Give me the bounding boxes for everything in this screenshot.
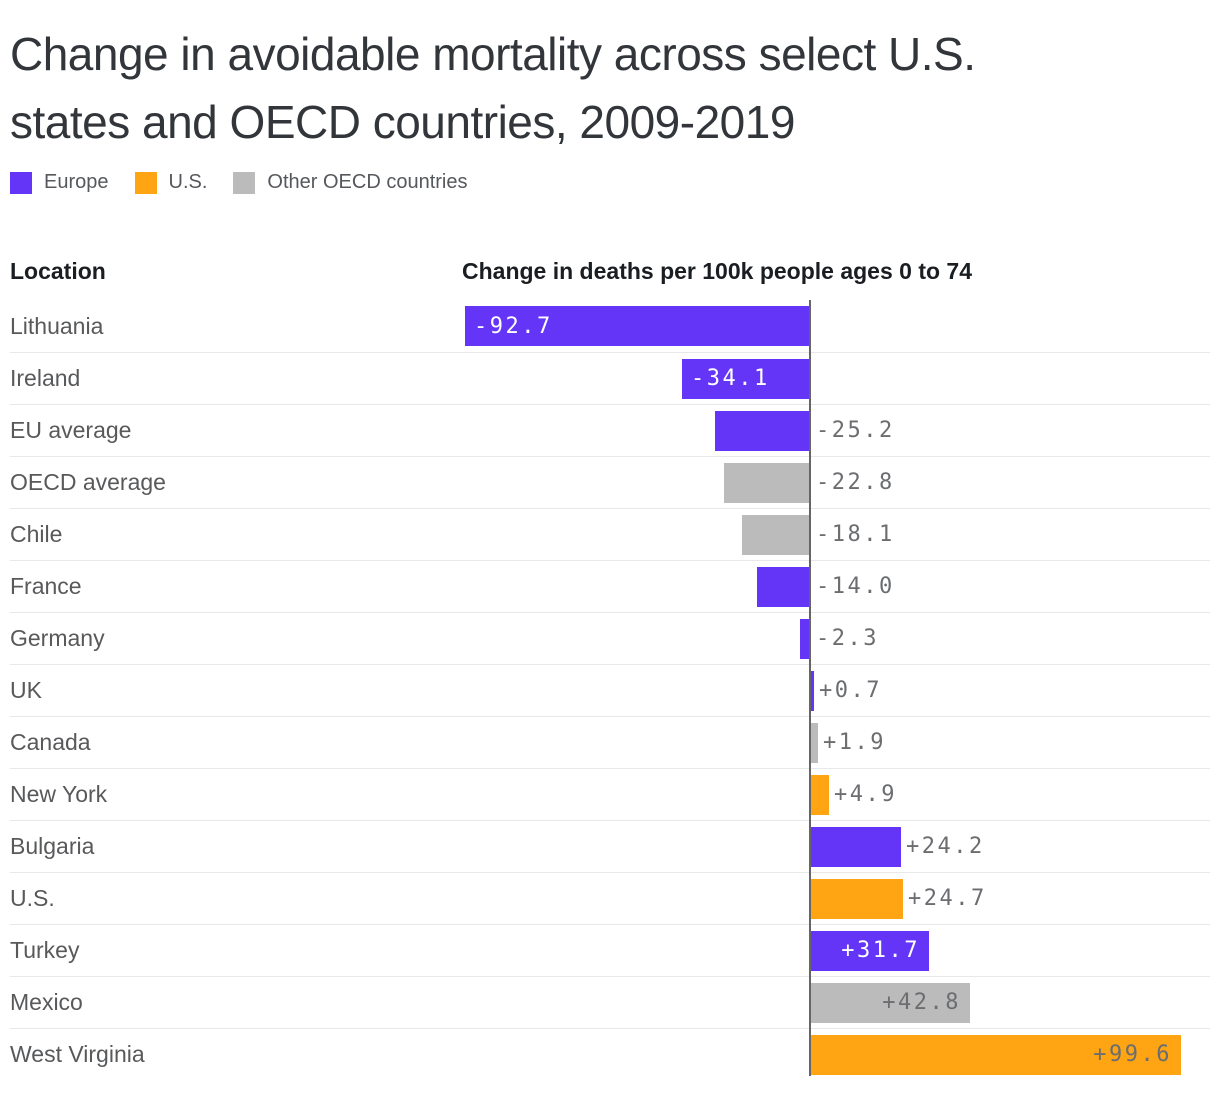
row-label: Chile [10, 521, 63, 547]
legend-label: U.S. [168, 171, 208, 193]
table-row: UK +0.7 [10, 664, 1210, 716]
bar-chart: Lithuania -92.7 Ireland -34.1 EU average -25.… [10, 300, 1210, 1080]
bar-value-label: -25.2 [816, 418, 895, 443]
row-label: U.S. [10, 885, 55, 911]
legend-item-europe: Europe [10, 171, 109, 194]
table-row: Mexico +42.8 [10, 976, 1210, 1028]
europe-swatch-icon [10, 171, 32, 194]
bar [724, 463, 809, 503]
page-title-line-2: states and OECD countries, 2009-2019 [10, 96, 795, 148]
column-headers: Location Change in deaths per 100k peopl… [0, 258, 1220, 284]
bar-value-label: -14.0 [816, 574, 895, 599]
table-row: OECD average -22.8 [10, 456, 1210, 508]
other-oecd-swatch-icon [233, 171, 256, 194]
row-label: Turkey [10, 937, 80, 963]
row-label: Canada [10, 729, 91, 755]
table-row: U.S. +24.7 [10, 872, 1210, 924]
table-row: Chile -18.1 [10, 508, 1210, 560]
bar [811, 879, 903, 919]
bar [757, 567, 809, 607]
bar [682, 359, 809, 399]
bar-value-label: +0.7 [819, 678, 882, 703]
bar-value-label: +24.2 [906, 834, 985, 859]
legend: Europe U.S. Other OECD countries [10, 171, 1210, 194]
zero-axis-line [809, 300, 811, 1076]
bar [811, 723, 818, 763]
bar-value-label: -22.8 [816, 470, 895, 495]
bar-value-label: -34.1 [691, 366, 770, 391]
bar [811, 671, 814, 711]
row-label: EU average [10, 417, 132, 443]
bar-value-label: +42.8 [882, 990, 961, 1015]
table-row: Lithuania -92.7 [10, 300, 1210, 352]
bar-value-label: +24.7 [908, 886, 987, 911]
bar-value-label: +31.7 [841, 938, 920, 963]
bar [811, 775, 829, 815]
bar [811, 1035, 1181, 1075]
row-label: UK [10, 677, 42, 703]
row-label: OECD average [10, 469, 166, 495]
page-title: Change in avoidable mortality across sel… [10, 20, 1210, 156]
table-row: Germany -2.3 [10, 612, 1210, 664]
bar [811, 827, 901, 867]
row-label: Bulgaria [10, 833, 95, 859]
row-label: Ireland [10, 365, 81, 391]
bar-value-label: +4.9 [834, 782, 897, 807]
bar [715, 411, 809, 451]
row-label: Germany [10, 625, 105, 651]
column-header-value: Change in deaths per 100k people ages 0 … [462, 258, 973, 284]
bar [811, 931, 929, 971]
legend-item-other-oecd: Other OECD countries [233, 171, 467, 194]
bar-value-label: -2.3 [816, 626, 879, 651]
row-label: France [10, 573, 82, 599]
legend-label: Europe [44, 171, 109, 193]
legend-item-us: U.S. [134, 171, 208, 194]
table-row: New York +4.9 [10, 768, 1210, 820]
row-label: Mexico [10, 989, 83, 1015]
row-label: Lithuania [10, 312, 104, 339]
legend-label: Other OECD countries [267, 171, 468, 193]
row-label: West Virginia [10, 1041, 145, 1067]
bar [465, 306, 809, 346]
table-row: Canada +1.9 [10, 716, 1210, 768]
table-row: Ireland -34.1 [10, 352, 1210, 404]
row-label: New York [10, 781, 108, 807]
bar [800, 619, 809, 659]
table-row: Bulgaria +24.2 [10, 820, 1210, 872]
table-row: EU average -25.2 [10, 404, 1210, 456]
page-title-line-1: Change in avoidable mortality across sel… [10, 28, 976, 80]
bar [742, 515, 809, 555]
bar [811, 983, 970, 1023]
bar-value-label: +1.9 [823, 730, 886, 755]
bar-value-label: -18.1 [816, 522, 895, 547]
column-header-location: Location [10, 258, 106, 284]
table-row: West Virginia +99.6 [10, 1028, 1210, 1080]
table-row: Turkey +31.7 [10, 924, 1210, 976]
bar-value-label: -92.7 [474, 313, 553, 339]
us-swatch-icon [134, 171, 157, 194]
bar-value-label: +99.6 [1093, 1042, 1172, 1067]
table-row: France -14.0 [10, 560, 1210, 612]
